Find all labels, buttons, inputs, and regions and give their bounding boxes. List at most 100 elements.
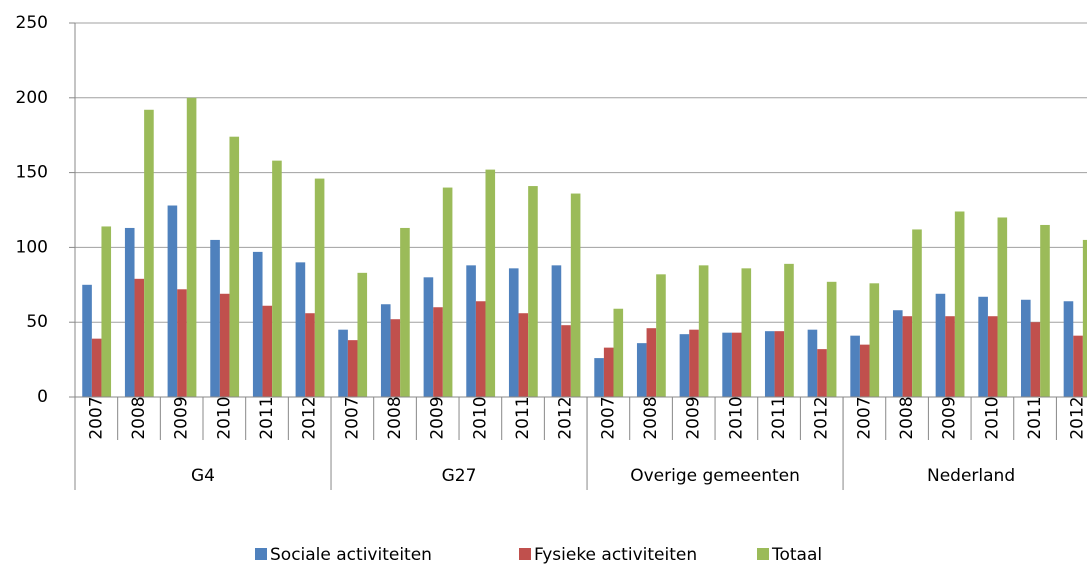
bar <box>954 211 965 397</box>
bar <box>314 178 325 397</box>
bar <box>679 334 690 397</box>
bar <box>1082 239 1087 397</box>
bar <box>1040 224 1050 397</box>
x-tick-label: 2010 <box>982 396 1002 439</box>
y-tick-label: 50 <box>26 312 48 332</box>
bar <box>380 304 391 397</box>
bar <box>826 281 837 397</box>
x-tick-label: 2011 <box>257 396 277 439</box>
bar <box>144 109 154 397</box>
bar <box>124 227 135 397</box>
x-tick-label: 2009 <box>172 396 192 439</box>
bar <box>850 335 860 397</box>
bar <box>1030 322 1041 397</box>
bar <box>390 319 401 397</box>
x-tick-label: 2012 <box>556 396 576 439</box>
bar <box>262 305 273 397</box>
group-label: G27 <box>442 466 477 486</box>
bar <box>508 268 519 397</box>
legend-label: Fysieke activiteiten <box>534 545 697 565</box>
bar <box>987 316 998 397</box>
x-tick-label: 2009 <box>940 396 960 439</box>
bar <box>295 262 306 397</box>
bar <box>475 301 486 397</box>
x-tick-label: 2010 <box>214 396 234 439</box>
x-tick-label: 2008 <box>129 396 149 439</box>
bar <box>859 344 870 397</box>
y-tick-label: 0 <box>37 387 48 407</box>
bar <box>134 278 145 397</box>
bar <box>807 329 818 397</box>
bar <box>603 347 614 397</box>
bar <box>101 226 112 397</box>
group-label: Overige gemeenten <box>630 466 800 486</box>
bar <box>177 289 187 397</box>
bar <box>722 332 732 397</box>
x-tick-label: 2008 <box>897 396 917 439</box>
group-label: Nederland <box>927 466 1015 486</box>
bar <box>945 316 955 397</box>
bar <box>817 349 827 397</box>
bar <box>338 329 348 397</box>
x-tick-label: 2011 <box>769 396 789 439</box>
bar <box>347 340 358 397</box>
x-tick-label: 2007 <box>342 396 362 439</box>
bar <box>305 313 315 397</box>
bar <box>741 268 752 397</box>
x-tick-label: 2012 <box>300 396 320 439</box>
bar <box>82 284 92 397</box>
bar <box>551 265 562 397</box>
bar <box>594 358 604 397</box>
bar <box>570 193 581 397</box>
x-tick-label: 2012 <box>1068 396 1087 439</box>
bar <box>902 316 913 397</box>
x-tick-label: 2012 <box>812 396 832 439</box>
bar <box>400 227 410 397</box>
bar <box>869 283 880 397</box>
bar <box>561 325 571 397</box>
group-label: G4 <box>191 466 215 486</box>
legend-swatch <box>519 548 531 560</box>
bar <box>656 274 666 397</box>
bar <box>186 97 197 398</box>
x-tick-label: 2009 <box>684 396 704 439</box>
y-tick-label: 250 <box>16 13 48 33</box>
bar <box>1063 301 1074 397</box>
legend-swatch <box>255 548 267 560</box>
bar <box>935 293 946 397</box>
bar <box>423 277 434 397</box>
x-tick-label: 2011 <box>1025 396 1045 439</box>
bar <box>91 338 102 397</box>
bar <box>466 265 476 397</box>
bar <box>357 272 368 397</box>
y-tick-label: 150 <box>16 163 48 183</box>
bar <box>698 265 709 397</box>
x-tick-label: 2011 <box>513 396 533 439</box>
bar <box>646 328 657 397</box>
bar <box>1073 335 1083 397</box>
bar <box>731 332 742 397</box>
x-tick-label: 2007 <box>854 396 874 439</box>
x-tick-label: 2007 <box>86 396 106 439</box>
bar <box>219 293 230 397</box>
bar <box>784 263 794 397</box>
bar <box>764 331 775 397</box>
bar <box>252 251 263 397</box>
legend-swatch <box>757 548 769 560</box>
bar <box>167 205 178 397</box>
x-tick-label: 2010 <box>470 396 490 439</box>
legend-label: Totaal <box>771 545 822 565</box>
bar <box>689 329 699 397</box>
bar <box>229 136 240 398</box>
bar <box>774 331 785 397</box>
bar <box>272 160 282 397</box>
bar <box>912 229 922 397</box>
x-tick-label: 2009 <box>428 396 448 439</box>
bar <box>442 187 453 397</box>
bar <box>518 313 529 397</box>
bar <box>210 239 220 397</box>
bar <box>978 296 988 397</box>
x-tick-label: 2008 <box>385 396 405 439</box>
